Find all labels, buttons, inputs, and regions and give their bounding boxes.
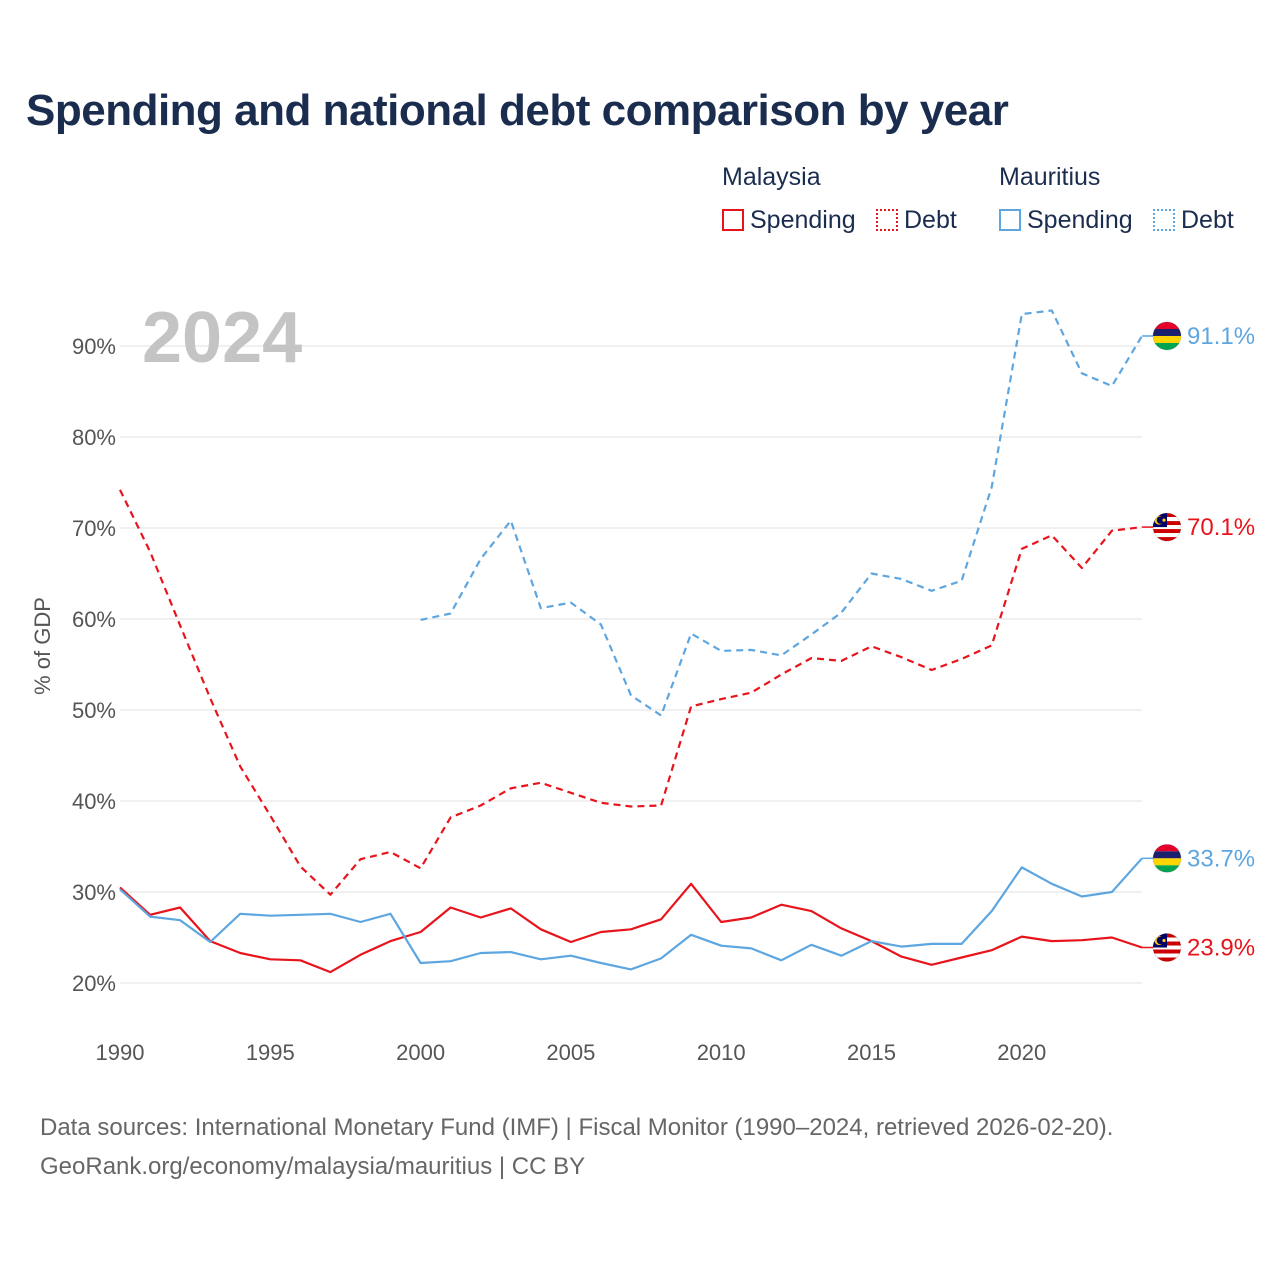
end-value-label: 23.9% — [1187, 935, 1255, 962]
x-tick-label: 2020 — [997, 1040, 1046, 1065]
x-tick-label: 1990 — [96, 1040, 145, 1065]
dotted-swatch-icon — [876, 209, 898, 231]
malaysia-flag-icon — [1152, 512, 1182, 542]
x-axis-ticks: 1990 1995 2000 2005 2010 2015 2020 — [96, 1040, 1047, 1065]
series-line-mauritius-spending[interactable] — [119, 857, 1143, 971]
end-value-label: 70.1% — [1187, 514, 1255, 541]
series-end-markers: 70.1% 91.1% 23.9% 33.7% — [1142, 321, 1255, 963]
malaysia-flag-icon — [1152, 933, 1182, 963]
legend-malaysia-title: Malaysia — [722, 163, 821, 191]
end-value-label: 33.7% — [1187, 845, 1255, 872]
x-tick-label: 2010 — [697, 1040, 746, 1065]
dotted-swatch-icon — [1153, 209, 1175, 231]
solid-swatch-icon — [999, 209, 1021, 231]
source-line: Data sources: International Monetary Fun… — [40, 1114, 1114, 1141]
legend-mauritius-debt[interactable]: Debt — [1153, 205, 1234, 235]
series-line-malaysia-debt[interactable] — [119, 489, 1143, 896]
mauritius-flag-icon — [1152, 321, 1182, 351]
y-tick-label: 20% — [72, 971, 116, 996]
series-line-mauritius-debt[interactable] — [420, 309, 1143, 717]
y-tick-label: 50% — [72, 698, 116, 723]
y-tick-label: 80% — [72, 425, 116, 450]
legend-malaysia-debt[interactable]: Debt — [876, 205, 957, 235]
year-label: 2024 — [142, 298, 302, 378]
series-lines — [119, 309, 1143, 974]
end-value-label: 91.1% — [1187, 323, 1255, 350]
source-note: Data sources: International Monetary Fun… — [40, 1108, 1113, 1186]
chart-title: Spending and national debt comparison by… — [26, 86, 1009, 135]
legend-mauritius-spending[interactable]: Spending — [999, 205, 1133, 235]
mauritius-flag-icon — [1152, 843, 1182, 873]
x-tick-label: 2005 — [546, 1040, 595, 1065]
y-tick-label: 40% — [72, 789, 116, 814]
legend-label: Spending — [750, 205, 856, 234]
legend-mauritius-title: Mauritius — [999, 163, 1101, 191]
legend-label: Debt — [904, 205, 957, 234]
series-line-malaysia-spending[interactable] — [119, 882, 1143, 974]
x-tick-label: 2015 — [847, 1040, 896, 1065]
legend-label: Debt — [1181, 205, 1234, 234]
y-tick-label: 60% — [72, 607, 116, 632]
gridlines — [120, 345, 1142, 984]
y-tick-label: 90% — [72, 334, 116, 359]
y-tick-label: 30% — [72, 880, 116, 905]
x-tick-label: 1995 — [246, 1040, 295, 1065]
y-axis-label: % of GDP — [30, 597, 55, 695]
solid-swatch-icon — [722, 209, 744, 231]
x-tick-label: 2000 — [396, 1040, 445, 1065]
legend-malaysia-spending[interactable]: Spending — [722, 205, 856, 235]
source-url: GeoRank.org/economy/malaysia/mauritius |… — [40, 1153, 586, 1180]
y-tick-label: 70% — [72, 516, 116, 541]
y-axis-ticks: 20% 30% 40% 50% 60% 70% 80% 90% — [72, 334, 116, 996]
legend-label: Spending — [1027, 205, 1133, 234]
